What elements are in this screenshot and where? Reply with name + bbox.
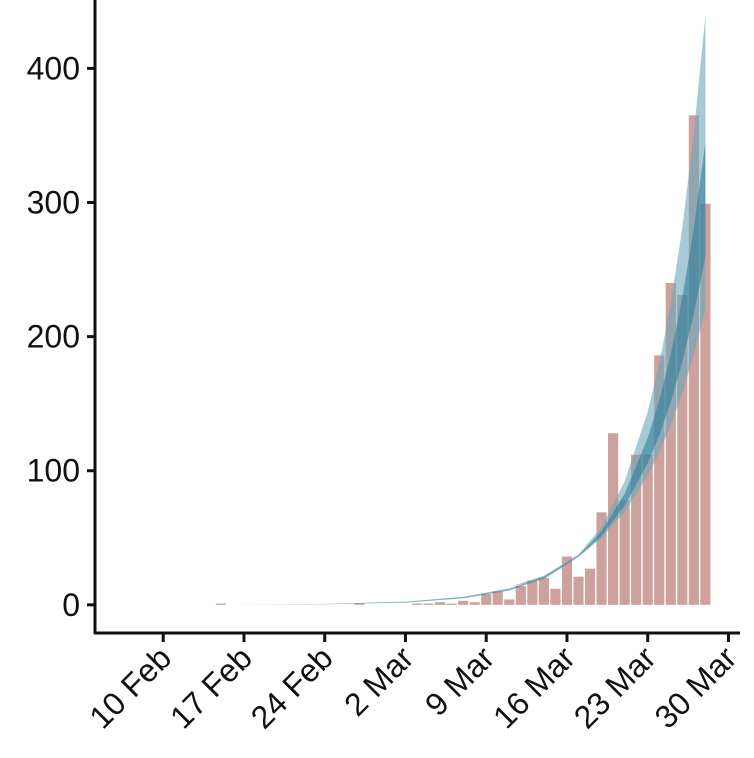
bar <box>654 355 665 605</box>
bar <box>469 602 480 605</box>
y-tick-label: 400 <box>27 50 80 86</box>
y-tick-label: 0 <box>62 587 80 623</box>
x-tick-label: 24 Feb <box>244 639 340 735</box>
bar <box>665 282 676 605</box>
bar <box>458 600 469 605</box>
bar <box>492 591 503 605</box>
bar <box>527 580 538 605</box>
y-tick-label: 200 <box>27 319 80 355</box>
bar <box>550 588 561 605</box>
y-tick-label: 100 <box>27 453 80 489</box>
bar <box>446 603 457 605</box>
y-tick-label: 300 <box>27 185 80 221</box>
bar <box>481 594 492 605</box>
bar <box>573 576 584 605</box>
x-tick-label: 30 Mar <box>648 639 744 735</box>
bar <box>561 556 573 605</box>
bar <box>538 578 549 605</box>
x-tick-label: 10 Feb <box>82 639 178 735</box>
bar <box>700 203 711 605</box>
bar <box>504 599 515 605</box>
bar <box>411 603 423 605</box>
bar <box>619 500 630 605</box>
bar <box>215 603 226 605</box>
bar <box>423 603 434 605</box>
x-tick-label: 2 Mar <box>337 639 421 723</box>
bar <box>642 454 653 605</box>
bar <box>631 454 642 605</box>
bar <box>434 602 446 605</box>
bar <box>515 586 526 605</box>
bar <box>677 295 688 605</box>
bar <box>688 115 699 605</box>
bar <box>596 512 607 605</box>
x-tick-label: 16 Mar <box>486 639 582 735</box>
x-tick-label: 17 Feb <box>163 639 259 735</box>
bar <box>584 568 596 605</box>
bar <box>354 603 365 605</box>
x-tick-label: 23 Mar <box>567 639 663 735</box>
